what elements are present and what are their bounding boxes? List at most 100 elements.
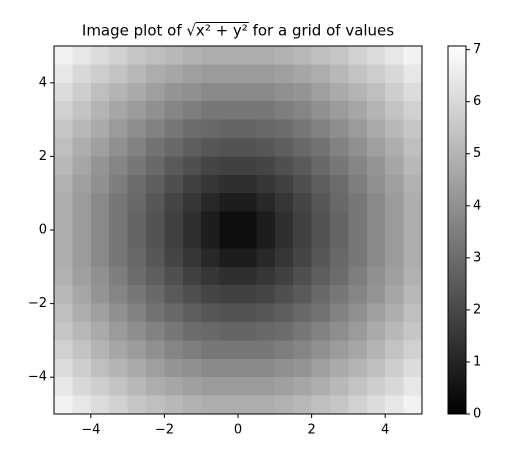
heatmap-cell	[146, 119, 165, 139]
chart-title: Image plot of √x² + y² for a grid of val…	[82, 22, 394, 40]
heatmap-cell	[274, 64, 294, 84]
heatmap-cell	[219, 322, 239, 341]
heatmap-cell	[72, 82, 92, 102]
heatmap-cell	[311, 82, 331, 102]
heatmap-cell	[90, 322, 110, 341]
heatmap-cell	[330, 303, 349, 323]
heatmap-cell	[182, 64, 202, 84]
y-tick-label: −2	[28, 296, 47, 311]
heatmap-cell	[385, 64, 405, 84]
heatmap-cell	[366, 119, 386, 139]
heatmap-cell	[90, 266, 110, 286]
heatmap-cell	[238, 303, 257, 323]
heatmap-cell	[256, 248, 276, 268]
heatmap-cell	[127, 230, 147, 249]
heatmap-cell	[256, 156, 276, 176]
heatmap-cell	[127, 156, 147, 176]
heatmap-cell	[293, 64, 313, 84]
heatmap-cell	[348, 211, 368, 231]
heatmap-cell	[366, 248, 386, 268]
heatmap-cell	[385, 156, 405, 176]
heatmap-cell	[403, 285, 423, 305]
heatmap-cell	[274, 340, 294, 360]
heatmap-cell	[348, 285, 368, 305]
heatmap-cell	[219, 193, 239, 213]
heatmap-cell	[256, 322, 276, 341]
heatmap-cell	[109, 395, 129, 415]
colorbar-tick-label: 7	[473, 42, 481, 57]
colorbar-tick-label: 1	[473, 354, 481, 369]
heatmap-cell	[238, 193, 257, 213]
heatmap-cell	[385, 211, 405, 231]
heatmap-cell	[201, 174, 221, 194]
heatmap-cell	[403, 46, 423, 65]
y-tick-label: 0	[39, 223, 47, 238]
heatmap-cell	[293, 138, 313, 157]
heatmap-cell	[238, 322, 257, 341]
heatmap-cell	[256, 64, 276, 84]
heatmap-cell	[238, 358, 257, 378]
heatmap-cell	[127, 174, 147, 194]
heatmap-cell	[274, 395, 294, 415]
heatmap-cell	[311, 248, 331, 268]
heatmap-cell	[127, 322, 147, 341]
heatmap-cell	[274, 101, 294, 121]
heatmap-cell	[403, 156, 423, 176]
heatmap-cell	[385, 340, 405, 360]
heatmap-cell	[182, 395, 202, 415]
heatmap-cell	[90, 64, 110, 84]
heatmap-cell	[385, 377, 405, 397]
heatmap-cell	[127, 266, 147, 286]
heatmap-cell	[201, 322, 221, 341]
heatmap-cell	[311, 101, 331, 121]
heatmap-cell	[219, 119, 239, 139]
heatmap-cell	[54, 64, 73, 84]
heatmap-cell	[348, 248, 368, 268]
colorbar-tick-label: 6	[473, 94, 481, 109]
heatmap-cell	[90, 340, 110, 360]
heatmap-cell	[127, 193, 147, 213]
heatmap-cell	[293, 46, 313, 65]
heatmap-cell	[146, 377, 165, 397]
heatmap-cell	[293, 211, 313, 231]
heatmap-cell	[90, 46, 110, 65]
heatmap-cell	[385, 322, 405, 341]
heatmap-cell	[201, 193, 221, 213]
heatmap-cell	[403, 138, 423, 157]
heatmap-cell	[348, 322, 368, 341]
heatmap-cell	[164, 230, 184, 249]
heatmap-cell	[385, 119, 405, 139]
heatmap-cell	[72, 248, 92, 268]
heatmap-cell	[201, 82, 221, 102]
heatmap-cell	[201, 230, 221, 249]
x-tick-label: −2	[155, 423, 174, 438]
heatmap-cell	[274, 174, 294, 194]
heatmap-cell	[330, 285, 349, 305]
heatmap-cell	[219, 64, 239, 84]
heatmap-cell	[256, 358, 276, 378]
colorbar-tick-label: 5	[473, 146, 481, 161]
heatmap-cell	[90, 156, 110, 176]
heatmap-cell	[164, 322, 184, 341]
heatmap-cell	[256, 377, 276, 397]
heatmap-cell	[54, 285, 73, 305]
heatmap-cell	[219, 303, 239, 323]
heatmap-cell	[274, 230, 294, 249]
heatmap-cell	[366, 303, 386, 323]
heatmap-cell	[146, 340, 165, 360]
heatmap-cell	[182, 358, 202, 378]
heatmap-cell	[403, 119, 423, 139]
heatmap-cell	[293, 340, 313, 360]
heatmap-cell	[274, 248, 294, 268]
heatmap-cell	[146, 82, 165, 102]
heatmap-image	[54, 46, 423, 415]
heatmap-cell	[385, 230, 405, 249]
heatmap-cell	[54, 377, 73, 397]
heatmap-cell	[164, 266, 184, 286]
heatmap-cell	[238, 174, 257, 194]
heatmap-cell	[385, 303, 405, 323]
heatmap-cell	[274, 285, 294, 305]
heatmap-cell	[348, 174, 368, 194]
heatmap-cell	[72, 395, 92, 415]
heatmap-cell	[293, 285, 313, 305]
